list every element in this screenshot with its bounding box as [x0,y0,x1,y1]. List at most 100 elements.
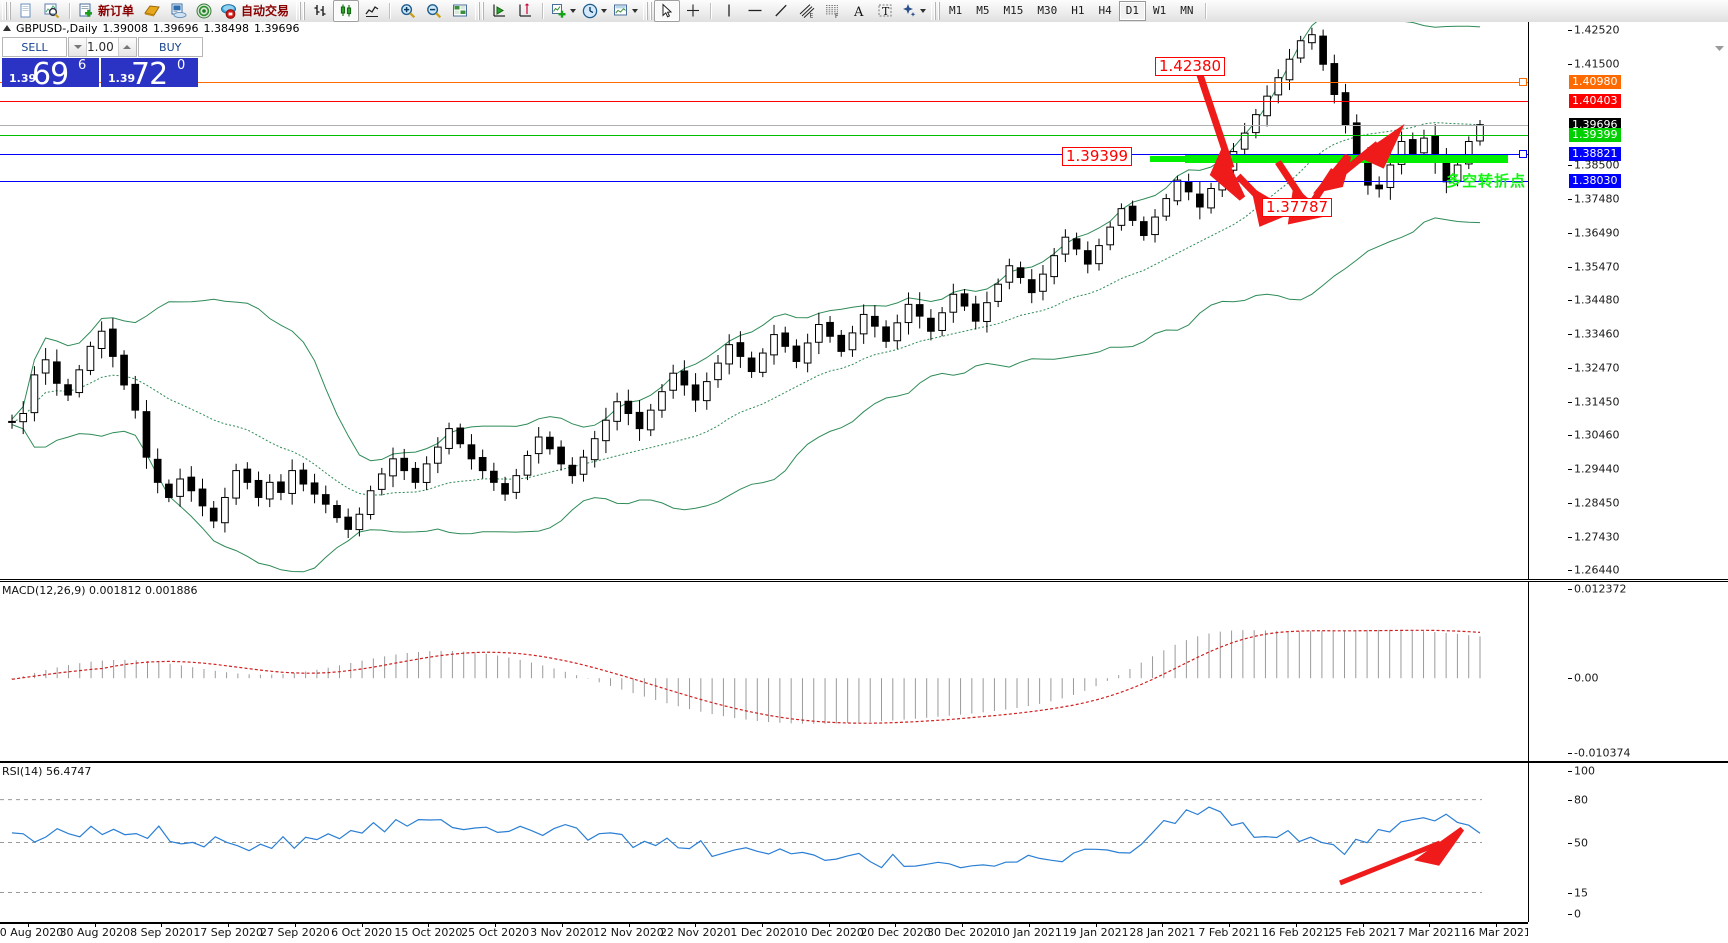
price-plot-area[interactable] [0,22,1528,578]
blue-level-lower-line[interactable] [0,180,1528,182]
timeframe-w1[interactable]: W1 [1153,4,1167,17]
period-clock-icon[interactable] [579,0,610,22]
price-tag-1.40980[interactable]: 1.40980 [1569,74,1621,89]
orange-level-handle[interactable] [1519,77,1527,86]
volume-increase-button[interactable] [117,38,136,56]
shapes-icon[interactable] [898,0,929,22]
buy-button[interactable]: BUY [137,37,203,57]
vertical-line-icon[interactable] [716,0,742,22]
volume-stepper[interactable]: 1.00 [68,37,137,57]
price-tickmark [1568,64,1572,66]
cursor-icon[interactable] [654,0,681,22]
volume-input[interactable]: 1.00 [87,40,114,54]
timeframe-h1[interactable]: H1 [1071,4,1085,17]
new-chart-icon[interactable] [13,0,39,22]
macd-pane[interactable]: MACD(12,26,9) 0.001812 0.001886 0.012372… [0,581,1728,762]
date-tickmark [94,923,96,927]
date-tickmark [762,923,763,927]
price-tag-1.40403[interactable]: 1.40403 [1569,94,1621,109]
zoom-in-icon[interactable] [395,0,421,22]
rsi-tickmark [1568,842,1572,844]
timeframe-m15[interactable]: M15 [1003,4,1024,17]
price-tag-1.38821[interactable]: 1.38821 [1569,147,1621,162]
templates-icon[interactable] [610,0,641,22]
toolbar-separator-7 [710,3,713,19]
trendline-icon[interactable] [768,0,794,22]
chart-search-icon[interactable] [39,0,65,22]
toolbar-grip[interactable] [2,2,11,20]
macd-plot-area[interactable] [0,582,1528,760]
price-tickmark [1568,435,1572,436]
text-label-icon[interactable]: T [872,0,898,22]
chevron-down-icon[interactable] [570,9,577,13]
line-chart-icon[interactable] [359,0,385,22]
price-pane[interactable]: 1.42380 1.39399 1.37787 多空转折点 1.42520 1.4… [0,22,1728,580]
horizontal-line-icon[interactable] [742,0,768,22]
one-click-trading-panel[interactable]: SELL 1.00 BUY 1.39 69 [2,37,203,87]
red-level-line[interactable] [0,101,1528,103]
resistance-price-annotation[interactable]: 1.39399 [1062,147,1133,166]
price-tag-1.38030[interactable]: 1.38030 [1569,173,1621,188]
rsi-tick: 15 [1574,886,1588,900]
toolbar-grip-3[interactable] [475,2,485,20]
text-icon[interactable]: A [846,0,872,22]
blue-level-upper-line[interactable] [0,154,1528,156]
new-order-button[interactable]: 新订单 [75,0,139,22]
signals-icon[interactable] [191,0,217,22]
buy-price-big: 72 [131,58,168,87]
volume-decrease-button[interactable] [69,38,87,56]
sell-button[interactable]: SELL [2,37,67,57]
timeframe-m5[interactable]: M5 [976,4,990,17]
chevron-down-icon-2[interactable] [601,9,608,13]
sell-price-big: 69 [32,58,69,87]
collapse-triangle-icon[interactable] [3,24,11,31]
blue-level-handle[interactable] [1519,150,1527,159]
chevron-down-icon-4[interactable] [920,9,927,13]
price-tag-1.39399[interactable]: 1.39399 [1569,127,1621,142]
metaeditor-icon[interactable] [139,0,165,22]
orange-level-line[interactable] [0,81,1528,83]
zoom-out-icon[interactable] [421,0,447,22]
high-price-annotation[interactable]: 1.42380 [1155,57,1226,76]
add-indicator-icon[interactable] [548,0,579,22]
chart-window[interactable]: GBPUSD-,Daily 1.39008 1.39696 1.38498 1.… [0,22,1728,942]
crosshair-icon[interactable] [680,0,706,22]
chevron-down-icon-3[interactable] [632,9,639,13]
timeframe-m1[interactable]: M1 [949,4,963,17]
candlestick-chart-icon[interactable] [333,0,360,22]
timeframe-mn[interactable]: MN [1180,4,1194,17]
chart-shift-icon[interactable] [512,0,538,22]
price-tick-1.31450: 1.31450 [1574,395,1620,409]
sell-price-display[interactable]: 1.39 69 6 [2,58,99,87]
toolbar-grip-4[interactable] [643,2,653,20]
date-label: 8 Sep 2020 [130,926,193,939]
rsi-pane[interactable]: RSI(14) 56.4747 100 80 50 15 0 [0,762,1728,924]
buy-price-display[interactable]: 1.39 72 0 [101,58,198,87]
data-window-icon[interactable] [447,0,473,22]
low-price-annotation[interactable]: 1.37787 [1262,198,1333,217]
toolbar-grip-5[interactable] [931,2,941,20]
date-tickmark [428,923,430,927]
rsi-tickmark [1568,799,1572,801]
toolbar-grip-2[interactable] [296,2,306,20]
price-tick-1.30460: 1.30460 [1574,428,1620,442]
turning-point-note[interactable]: 多空转折点 [1446,172,1527,190]
auto-scroll-icon[interactable] [486,0,512,22]
rsi-plot-area[interactable] [0,763,1528,922]
green-level-line[interactable] [0,134,1528,136]
equidistant-channel-icon[interactable]: E [794,0,820,22]
date-tickmark [161,923,163,927]
support-zone-marker [1185,155,1508,163]
timeframe-m30[interactable]: M30 [1037,4,1058,17]
timeframe-d1[interactable]: D1 [1118,1,1147,21]
autotrading-button[interactable]: 自动交易 [217,0,294,22]
expert-advisor-icon[interactable] [165,0,191,22]
bar-chart-icon[interactable] [307,0,333,22]
timeframe-h4[interactable]: H4 [1098,4,1112,17]
date-label: 25 Feb 2021 [1328,926,1397,939]
fibonacci-icon[interactable]: F [820,0,846,22]
price-tickmark [1568,570,1572,571]
chart-scroll-up-icon[interactable] [1715,46,1724,52]
bid-price-line [0,124,1528,126]
